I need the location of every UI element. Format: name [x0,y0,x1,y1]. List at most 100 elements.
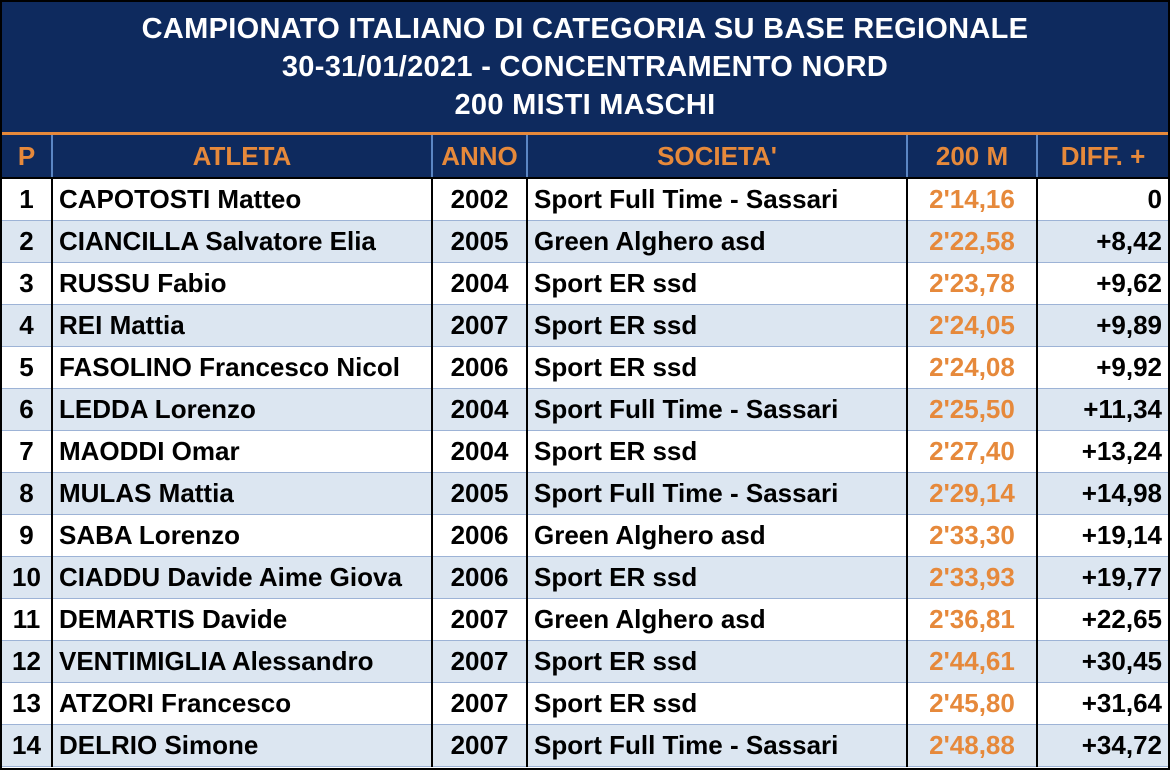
athlete-cell: REI Mattia [52,304,433,347]
position-cell: 8 [2,472,53,515]
diff-cell: +11,34 [1037,388,1168,431]
table-row: 2 CIANCILLA Salvatore Elia 2005 Green Alghe… [2,220,1168,263]
position-cell: 3 [2,262,53,305]
position-cell: 13 [2,682,53,725]
column-header-year: ANNO [432,135,528,179]
position-cell: 7 [2,430,53,473]
team-cell: Sport ER ssd [527,262,908,305]
year-cell: 2002 [432,178,528,221]
year-cell: 2004 [432,262,528,305]
athlete-cell: MULAS Mattia [52,472,433,515]
diff-cell: +14,98 [1037,472,1168,515]
position-cell: 10 [2,556,53,599]
athlete-cell: LEDDA Lorenzo [52,388,433,431]
athlete-cell: CAPOTOSTI Matteo [52,178,433,221]
time-cell: 2'33,30 [907,514,1038,557]
results-table: P ATLETA ANNO SOCIETA' 200 M DIFF. + 1 CA… [2,135,1168,767]
time-cell: 2'14,16 [907,178,1038,221]
time-cell: 2'24,05 [907,304,1038,347]
table-row: 14 DELRIO Simone 2007 Sport Full Time - Sas… [2,724,1168,767]
athlete-cell: CIANCILLA Salvatore Elia [52,220,433,263]
time-cell: 2'45,80 [907,682,1038,725]
position-cell: 11 [2,598,53,641]
time-cell: 2'24,08 [907,346,1038,389]
event-date-title: 30-31/01/2021 - CONCENTRAMENTO NORD [281,51,889,83]
athlete-cell: CIADDU Davide Aime Giova [52,556,433,599]
table-row: 13 ATZORI Francesco 2007 Sport ER ssd 2'45,8… [2,682,1168,725]
column-header-athlete: ATLETA [52,135,433,179]
table-row: 12 VENTIMIGLIA Alessandro 2007 Sport ER ssd… [2,640,1168,683]
column-header-diff: DIFF. + [1037,135,1168,179]
athlete-cell: DEMARTIS Davide [52,598,433,641]
column-header-time: 200 M [907,135,1038,179]
team-cell: Green Alghero asd [527,220,908,263]
team-cell: Sport Full Time - Sassari [527,178,908,221]
year-cell: 2007 [432,640,528,683]
championship-title: CAMPIONATO ITALIANO DI CATEGORIA SU BASE… [141,13,1029,45]
athlete-cell: RUSSU Fabio [52,262,433,305]
diff-cell: +13,24 [1037,430,1168,473]
diff-cell: +8,42 [1037,220,1168,263]
table-row: 5 FASOLINO Francesco Nicol 2006 Sport ER ss… [2,346,1168,389]
diff-cell: +31,64 [1037,682,1168,725]
time-cell: 2'25,50 [907,388,1038,431]
position-cell: 6 [2,388,53,431]
position-cell: 4 [2,304,53,347]
column-header-position: P [2,135,53,179]
diff-cell: +9,92 [1037,346,1168,389]
diff-cell: +34,72 [1037,724,1168,767]
time-cell: 2'33,93 [907,556,1038,599]
year-cell: 2006 [432,514,528,557]
time-cell: 2'23,78 [907,262,1038,305]
position-cell: 9 [2,514,53,557]
title-banner: CAMPIONATO ITALIANO DI CATEGORIA SU BASE… [2,2,1168,135]
team-cell: Sport ER ssd [527,640,908,683]
diff-cell: 0 [1037,178,1168,221]
time-cell: 2'27,40 [907,430,1038,473]
table-row: 6 LEDDA Lorenzo 2004 Sport Full Time - Sass… [2,388,1168,431]
team-cell: Sport ER ssd [527,682,908,725]
time-cell: 2'29,14 [907,472,1038,515]
year-cell: 2006 [432,556,528,599]
table-row: 7 MAODDI Omar 2004 Sport ER ssd 2'27,40 +13,2… [2,430,1168,473]
diff-cell: +19,14 [1037,514,1168,557]
table-row: 4 REI Mattia 2007 Sport ER ssd 2'24,05 +9,89 [2,304,1168,347]
time-cell: 2'22,58 [907,220,1038,263]
athlete-cell: VENTIMIGLIA Alessandro [52,640,433,683]
time-cell: 2'48,88 [907,724,1038,767]
year-cell: 2007 [432,724,528,767]
athlete-cell: ATZORI Francesco [52,682,433,725]
table-row: 3 RUSSU Fabio 2004 Sport ER ssd 2'23,78 +9,62 [2,262,1168,305]
column-header-team: SOCIETA' [527,135,908,179]
position-cell: 1 [2,178,53,221]
time-cell: 2'44,61 [907,640,1038,683]
year-cell: 2005 [432,472,528,515]
team-cell: Sport Full Time - Sassari [527,724,908,767]
athlete-cell: DELRIO Simone [52,724,433,767]
year-cell: 2007 [432,304,528,347]
year-cell: 2004 [432,388,528,431]
team-cell: Sport ER ssd [527,304,908,347]
year-cell: 2006 [432,346,528,389]
year-cell: 2007 [432,598,528,641]
athlete-cell: MAODDI Omar [52,430,433,473]
time-cell: 2'36,81 [907,598,1038,641]
position-cell: 12 [2,640,53,683]
table-row: 11 DEMARTIS Davide 2007 Green Alghero asd 2'… [2,598,1168,641]
team-cell: Sport ER ssd [527,346,908,389]
race-title: 200 MISTI MASCHI [454,89,716,121]
year-cell: 2007 [432,682,528,725]
table-header-row: P ATLETA ANNO SOCIETA' 200 M DIFF. + [2,135,1168,179]
diff-cell: +22,65 [1037,598,1168,641]
diff-cell: +19,77 [1037,556,1168,599]
athlete-cell: SABA Lorenzo [52,514,433,557]
diff-cell: +9,89 [1037,304,1168,347]
team-cell: Sport Full Time - Sassari [527,388,908,431]
table-row: 8 MULAS Mattia 2005 Sport Full Time - Sassa… [2,472,1168,515]
team-cell: Green Alghero asd [527,598,908,641]
team-cell: Sport ER ssd [527,556,908,599]
table-row: 10 CIADDU Davide Aime Giova 2006 Sport ER s… [2,556,1168,599]
results-body: 1 CAPOTOSTI Matteo 2002 Sport Full Time - S… [2,178,1168,767]
diff-cell: +30,45 [1037,640,1168,683]
